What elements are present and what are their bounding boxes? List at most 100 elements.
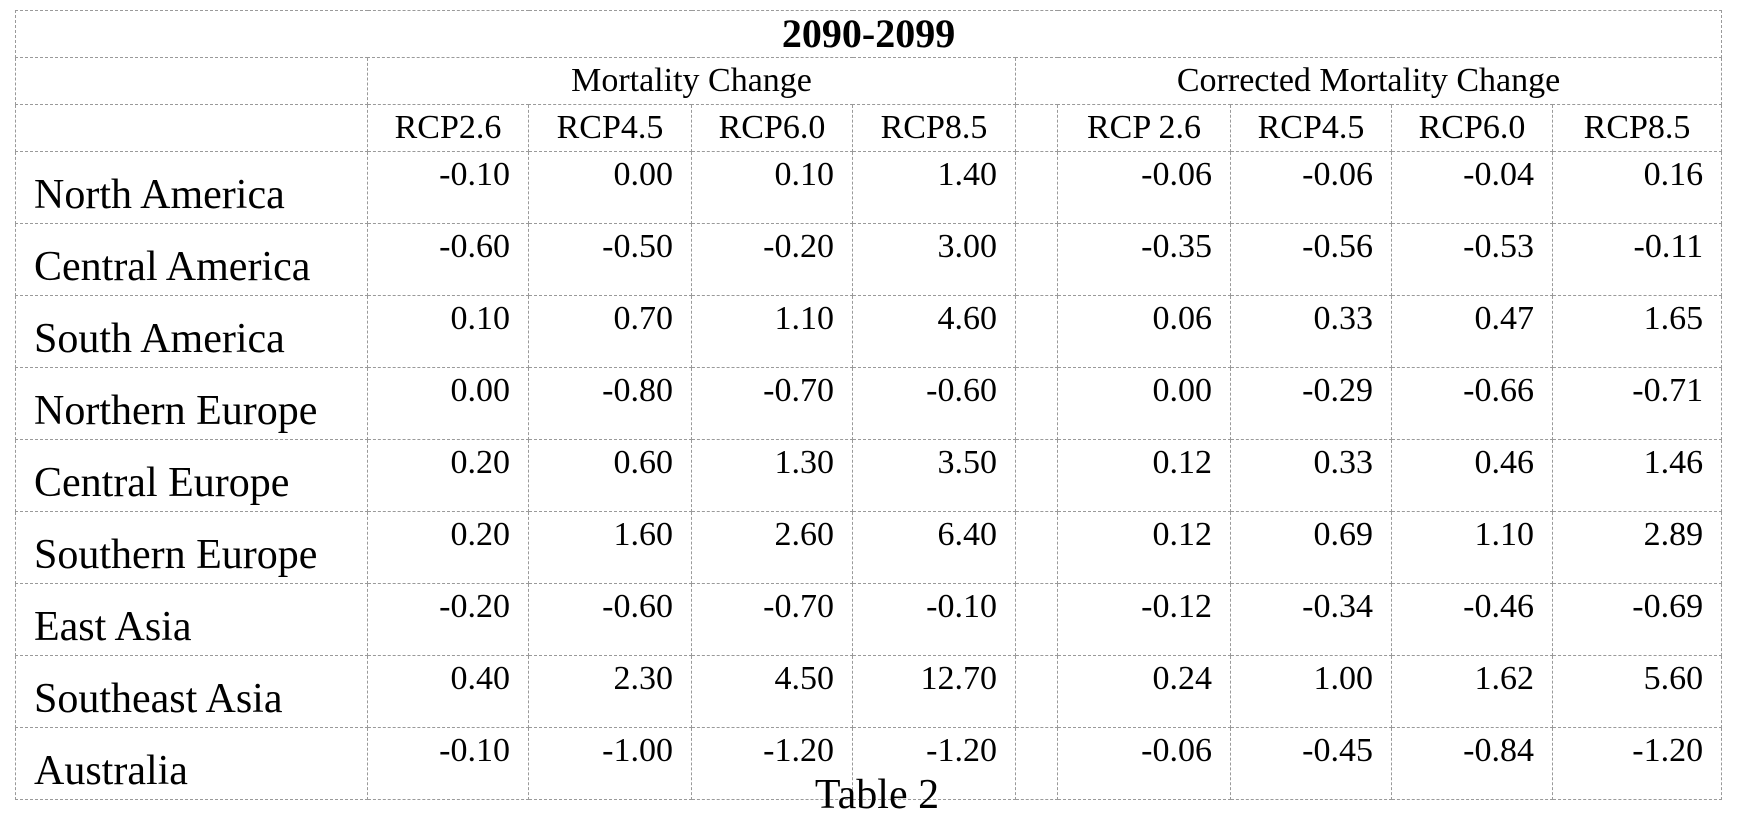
spacer-cell (1015, 104, 1058, 152)
mortality-value-cell: 0.00 (367, 367, 529, 440)
mortality-value-cell: -0.60 (528, 583, 692, 656)
corrected-value-cell: -0.06 (1057, 727, 1231, 800)
corrected-value-cell: 0.24 (1057, 655, 1231, 728)
corrected-value-cell: -0.46 (1391, 583, 1553, 656)
col-header-mortality-rcp45: RCP4.5 (528, 104, 692, 152)
table-row: South America 0.10 0.70 1.10 4.60 0.06 0.33 0.4… (15, 295, 1723, 368)
corrected-value-cell: -0.56 (1230, 223, 1392, 296)
empty-corner (15, 57, 368, 105)
corrected-value-cell: 1.62 (1391, 655, 1553, 728)
mortality-value-cell: 1.40 (852, 151, 1016, 224)
spacer-cell (1015, 655, 1058, 728)
corrected-value-cell: 0.69 (1230, 511, 1392, 584)
corrected-value-cell: 5.60 (1551, 655, 1723, 728)
region-cell: South America (15, 295, 368, 368)
mortality-value-cell: 1.30 (691, 439, 853, 512)
empty-region-header (15, 104, 368, 152)
spacer-cell (1015, 295, 1058, 368)
mortality-value-cell: 0.60 (528, 439, 692, 512)
table-caption: Table 2 (814, 772, 940, 818)
mortality-value-cell: -0.60 (367, 223, 529, 296)
corrected-value-cell: 0.16 (1551, 151, 1723, 224)
spacer-cell (1015, 511, 1058, 584)
mortality-value-cell: 0.70 (528, 295, 692, 368)
corrected-value-cell: -0.06 (1230, 151, 1392, 224)
spacer-cell (1015, 583, 1058, 656)
region-cell: Central America (15, 223, 368, 296)
corrected-value-cell: -0.12 (1057, 583, 1231, 656)
corrected-value-cell: 0.12 (1057, 511, 1231, 584)
col-header-corrected-rcp26: RCP 2.6 (1057, 104, 1231, 152)
corrected-value-cell: -0.35 (1057, 223, 1231, 296)
table-row: Southern Europe 0.20 1.60 2.60 6.40 0.12 0.69 1… (15, 511, 1723, 584)
corrected-value-cell: -0.71 (1551, 367, 1723, 440)
corrected-value-cell: 1.00 (1230, 655, 1392, 728)
corrected-value-cell: 0.12 (1057, 439, 1231, 512)
table-row: Central Europe 0.20 0.60 1.30 3.50 0.12 0.33 0.… (15, 439, 1723, 512)
mortality-value-cell: 0.00 (528, 151, 692, 224)
region-cell: Australia (15, 727, 368, 800)
corrected-value-cell: 1.65 (1551, 295, 1723, 368)
corrected-value-cell: -0.06 (1057, 151, 1231, 224)
corrected-value-cell: -0.53 (1391, 223, 1553, 296)
spacer-cell (1015, 151, 1058, 224)
corrected-value-cell: -0.11 (1551, 223, 1723, 296)
mortality-value-cell: -0.10 (367, 151, 529, 224)
mortality-value-cell: -0.70 (691, 367, 853, 440)
mortality-value-cell: -1.00 (528, 727, 692, 800)
data-table: 2090-2099 Mortality Change Corrected Mor… (14, 10, 1723, 800)
mortality-value-cell: 0.10 (367, 295, 529, 368)
mortality-value-cell: 0.40 (367, 655, 529, 728)
corrected-value-cell: 0.00 (1057, 367, 1231, 440)
corrected-value-cell: -0.45 (1230, 727, 1392, 800)
corrected-value-cell: -0.84 (1391, 727, 1553, 800)
table-row: Central America -0.60 -0.50 -0.20 3.00 -0.35-… (15, 223, 1723, 296)
mortality-value-cell: 3.00 (852, 223, 1016, 296)
mortality-value-cell: 4.60 (852, 295, 1016, 368)
mortality-value-cell: 1.10 (691, 295, 853, 368)
mortality-value-cell: 0.10 (691, 151, 853, 224)
col-header-mortality-rcp26: RCP2.6 (367, 104, 529, 152)
spacer-cell (1015, 727, 1058, 800)
col-header-mortality-rcp60: RCP6.0 (691, 104, 853, 152)
region-cell: Southeast Asia (15, 655, 368, 728)
group-mortality-change: Mortality Change (367, 57, 1016, 105)
mortality-value-cell: -0.10 (367, 727, 529, 800)
col-header-mortality-rcp85: RCP8.5 (852, 104, 1016, 152)
mortality-value-cell: -0.60 (852, 367, 1016, 440)
mortality-value-cell: -0.20 (367, 583, 529, 656)
mortality-value-cell: 4.50 (691, 655, 853, 728)
mortality-value-cell: -0.10 (852, 583, 1016, 656)
table-title: 2090-2099 (14, 10, 1723, 58)
mortality-value-cell: -1.20 (852, 727, 1016, 800)
mortality-value-cell: -0.70 (691, 583, 853, 656)
mortality-value-cell: 1.60 (528, 511, 692, 584)
region-cell: Southern Europe (15, 511, 368, 584)
corrected-value-cell: 0.06 (1057, 295, 1231, 368)
table-row: East Asia -0.20 -0.60 -0.70 -0.10 -0.12 -0.34-… (15, 583, 1723, 656)
corrected-value-cell: -0.69 (1551, 583, 1723, 656)
corrected-value-cell: 1.46 (1551, 439, 1723, 512)
corrected-value-cell: -1.20 (1551, 727, 1723, 800)
col-header-corrected-rcp60: RCP6.0 (1391, 104, 1553, 152)
corrected-value-cell: 0.33 (1230, 295, 1392, 368)
mortality-value-cell: 6.40 (852, 511, 1016, 584)
col-header-corrected-rcp45: RCP4.5 (1230, 104, 1392, 152)
mortality-value-cell: 3.50 (852, 439, 1016, 512)
mortality-value-cell: 2.30 (528, 655, 692, 728)
region-cell: Northern Europe (15, 367, 368, 440)
mortality-value-cell: 0.20 (367, 439, 529, 512)
mortality-value-cell: 2.60 (691, 511, 853, 584)
mortality-value-cell: -0.50 (528, 223, 692, 296)
corrected-value-cell: -0.66 (1391, 367, 1553, 440)
corrected-value-cell: -0.04 (1391, 151, 1553, 224)
corrected-value-cell: 0.46 (1391, 439, 1553, 512)
mortality-value-cell: 0.20 (367, 511, 529, 584)
table-row: Australia -0.10 -1.00 -1.20 -1.20 -0.06 -0.45-… (15, 727, 1723, 800)
spacer-cell (1015, 439, 1058, 512)
spacer-cell (1015, 223, 1058, 296)
corrected-value-cell: -0.29 (1230, 367, 1392, 440)
group-corrected-mortality-change: Corrected Mortality Change (1014, 57, 1723, 105)
mortality-value-cell: -0.20 (691, 223, 853, 296)
corrected-value-cell: 1.10 (1391, 511, 1553, 584)
